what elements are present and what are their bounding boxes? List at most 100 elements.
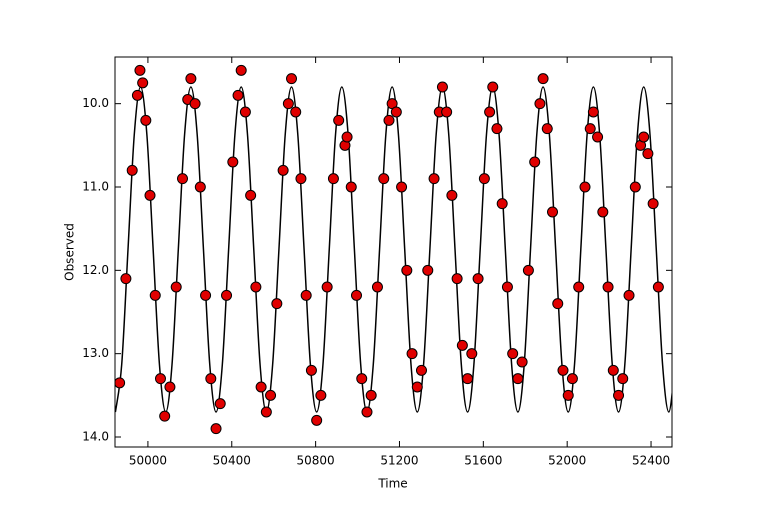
data-point — [295, 173, 307, 185]
data-point — [484, 106, 496, 118]
data-point — [378, 173, 390, 185]
data-point — [638, 131, 650, 143]
data-point — [200, 289, 212, 301]
data-point — [472, 273, 484, 285]
data-point — [300, 289, 312, 301]
data-point — [516, 356, 528, 368]
data-point — [613, 389, 625, 401]
data-point — [205, 373, 217, 385]
data-point — [333, 114, 345, 126]
plot-frame — [114, 56, 673, 448]
data-point — [487, 81, 499, 93]
data-point — [144, 189, 156, 201]
data-point — [214, 398, 226, 410]
data-point — [522, 264, 534, 276]
plot-area — [115, 64, 672, 435]
data-point — [221, 289, 233, 301]
y-tick-label: 12.0 — [82, 263, 109, 277]
x-tick-label: 50800 — [297, 454, 335, 468]
x-tick-label: 51200 — [380, 454, 418, 468]
data-point — [115, 377, 126, 389]
data-point — [478, 173, 490, 185]
data-point — [265, 389, 277, 401]
data-point — [164, 381, 176, 393]
data-point — [647, 198, 659, 210]
data-point — [537, 73, 549, 85]
data-point — [406, 348, 418, 360]
data-point — [415, 364, 427, 376]
data-point — [584, 123, 596, 135]
data-point — [642, 148, 654, 160]
data-point — [282, 98, 294, 110]
data-point — [327, 173, 339, 185]
data-point — [311, 414, 323, 426]
data-point — [507, 348, 519, 360]
x-tick-label: 52400 — [632, 454, 670, 468]
data-point — [305, 364, 317, 376]
data-point — [617, 373, 629, 385]
data-point — [552, 298, 564, 310]
data-point — [557, 364, 569, 376]
data-point — [592, 131, 604, 143]
data-point — [170, 281, 182, 293]
data-point — [501, 281, 513, 293]
y-tick-label: 14.0 — [82, 430, 109, 444]
y-tick-label: 11.0 — [82, 180, 109, 194]
data-point — [573, 281, 585, 293]
data-point — [466, 348, 478, 360]
data-point — [361, 406, 373, 418]
data-point — [396, 181, 408, 193]
data-point — [562, 389, 574, 401]
data-point — [436, 81, 448, 93]
data-point — [491, 123, 503, 135]
data-point — [137, 77, 149, 89]
data-point — [652, 281, 664, 293]
x-tick-label: 50400 — [213, 454, 251, 468]
x-tick-label: 51600 — [464, 454, 502, 468]
data-point — [390, 106, 402, 118]
data-point — [383, 114, 395, 126]
data-point — [321, 281, 333, 293]
data-point — [134, 64, 146, 76]
data-point — [315, 389, 327, 401]
data-point — [232, 89, 244, 101]
data-point — [239, 106, 251, 118]
data-point — [149, 289, 161, 301]
data-point — [602, 281, 614, 293]
data-point — [623, 289, 635, 301]
data-point — [371, 281, 383, 293]
y-tick-label: 10.0 — [82, 96, 109, 110]
data-point — [277, 164, 289, 176]
data-point — [185, 73, 197, 85]
data-point — [365, 389, 377, 401]
data-point — [154, 373, 166, 385]
data-point — [271, 298, 283, 310]
data-point — [350, 289, 362, 301]
data-point — [547, 206, 559, 218]
data-point — [428, 173, 440, 185]
data-point — [529, 156, 541, 168]
data-point — [356, 373, 368, 385]
data-point — [496, 198, 508, 210]
data-point — [512, 373, 524, 385]
data-point — [534, 98, 546, 110]
data-point — [260, 406, 272, 418]
data-point — [345, 181, 357, 193]
data-point — [189, 98, 201, 110]
data-point — [235, 64, 247, 76]
y-axis-label: Observed — [63, 223, 77, 281]
data-point — [126, 164, 138, 176]
data-point — [159, 410, 171, 422]
data-point — [290, 106, 302, 118]
data-point — [341, 131, 353, 143]
data-point — [597, 206, 609, 218]
model-curve — [115, 86, 672, 413]
x-tick-label: 50000 — [129, 454, 167, 468]
data-point — [629, 181, 641, 193]
data-point — [401, 264, 413, 276]
data-point — [579, 181, 591, 193]
data-point — [245, 189, 257, 201]
data-point — [255, 381, 267, 393]
data-point — [250, 281, 262, 293]
